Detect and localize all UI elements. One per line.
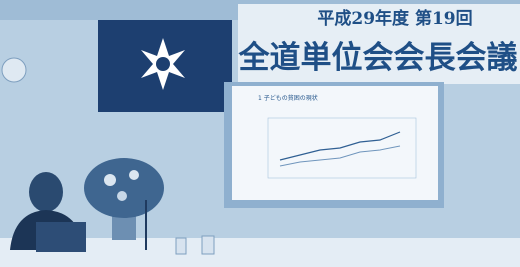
- flower: [129, 170, 139, 180]
- banner-line2: 全道単位会会長会議: [238, 40, 518, 76]
- flowers: [84, 158, 164, 218]
- person-head: [29, 172, 63, 212]
- photo: 平成29年度 第19回 全道単位会会長会議 1 子どもの貧困の現状: [0, 0, 520, 267]
- glass: [176, 238, 186, 254]
- slide-title: 1 子どもの貧困の現状: [258, 94, 318, 102]
- flower: [104, 174, 116, 186]
- banner-line1: 平成29年度 第19回: [317, 8, 472, 29]
- laptop: [36, 222, 86, 252]
- flower: [117, 191, 127, 201]
- glass: [202, 236, 214, 254]
- clock: [2, 58, 26, 82]
- slide: [232, 86, 438, 200]
- page: 平成29年度 第19回 全道単位会会長会議 1 子どもの貧困の現状 (() =>…: [0, 0, 520, 267]
